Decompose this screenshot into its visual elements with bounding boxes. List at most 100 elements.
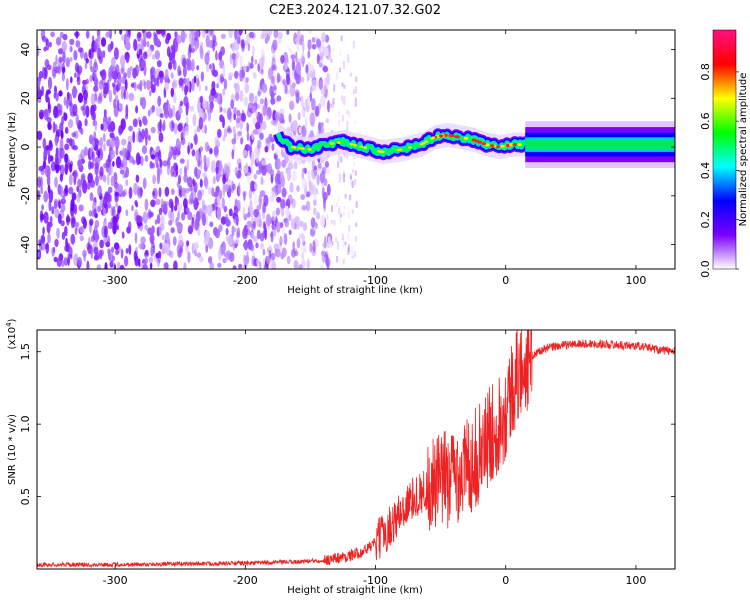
noise-blob [191, 149, 196, 157]
noise-blob [43, 190, 49, 203]
noise-blob [280, 199, 286, 209]
noise-blob [309, 130, 314, 136]
noise-blob [93, 61, 98, 73]
noise-blob [158, 187, 162, 198]
noise-blob [151, 105, 155, 113]
noise-blob [110, 246, 115, 253]
signal-hotspot [477, 140, 483, 144]
noise-blob [300, 95, 304, 106]
noise-blob [47, 76, 53, 90]
noise-blob [249, 62, 254, 69]
noise-blob [114, 191, 119, 197]
sparse-streak [332, 101, 335, 108]
noise-blob [239, 69, 244, 82]
noise-blob [222, 257, 227, 264]
noise-blob [272, 191, 278, 198]
noise-blob [270, 232, 273, 238]
sparse-streak [337, 161, 340, 168]
noise-blob [327, 100, 330, 113]
noise-blob [205, 62, 210, 73]
noise-blob [115, 214, 119, 223]
noise-blob [194, 134, 198, 146]
noise-blob [54, 176, 58, 188]
noise-blob [89, 75, 93, 83]
noise-blob [133, 38, 138, 51]
noise-blob [324, 47, 329, 57]
noise-blob [76, 185, 80, 193]
sparse-streak [332, 47, 335, 51]
noise-blob [95, 174, 99, 186]
sparse-streak [354, 179, 357, 186]
sparse-streak [331, 205, 333, 212]
noise-blob [75, 40, 81, 48]
noise-blob [75, 30, 79, 39]
noise-blob [76, 76, 81, 86]
sparse-streak [338, 111, 341, 117]
noise-blob [128, 244, 132, 255]
noise-blob [58, 48, 64, 55]
noise-blob [300, 34, 304, 41]
noise-blob [55, 156, 59, 164]
noise-blob [51, 246, 55, 257]
noise-blob [38, 165, 44, 172]
noise-blob [53, 198, 59, 209]
noise-blob [105, 31, 111, 38]
noise-blob [250, 223, 256, 231]
noise-blob [40, 234, 46, 245]
noise-blob [263, 222, 267, 235]
sparse-streak [336, 256, 339, 263]
noise-blob [204, 124, 207, 135]
noise-blob [231, 138, 237, 145]
noise-blob [113, 104, 119, 118]
noise-blob [78, 70, 81, 76]
noise-blob [103, 235, 108, 245]
noise-blob [162, 119, 166, 131]
noise-blob [279, 222, 284, 229]
noise-blob [275, 248, 281, 258]
noise-blob [63, 96, 67, 106]
noise-blob [85, 105, 90, 118]
noise-blob [173, 260, 178, 269]
noise-blob [324, 235, 327, 249]
noise-blob [271, 143, 275, 151]
colorbar: 0.0 0.2 0.4 0.6 0.8 Normalized spectral ampl… [699, 29, 749, 278]
noise-blob [43, 211, 49, 224]
noise-blob [170, 44, 176, 50]
noise-blob [294, 216, 300, 223]
noise-blob [109, 132, 115, 139]
noise-blob [271, 186, 277, 193]
noise-blob [128, 186, 133, 199]
noise-blob [302, 222, 308, 232]
sparse-streak [355, 201, 358, 209]
noise-blob [157, 95, 162, 107]
noise-blob [283, 51, 289, 65]
signal-hotspot [439, 134, 444, 138]
noise-blob [99, 166, 104, 177]
noise-blob [158, 207, 163, 216]
noise-blob [97, 205, 102, 213]
noise-blob [207, 237, 214, 250]
noise-blob [238, 263, 243, 269]
noise-blob [323, 178, 328, 187]
noise-blob [298, 264, 303, 269]
signal-hotspot [424, 140, 429, 143]
noise-blob [263, 194, 269, 207]
noise-blob [246, 212, 251, 218]
noise-blob [69, 56, 73, 63]
noise-blob [120, 54, 126, 68]
noise-blob [320, 214, 326, 228]
signal-hotspot [490, 144, 495, 148]
noise-blob [278, 113, 285, 124]
noise-blob [89, 161, 95, 169]
noise-blob [256, 229, 261, 240]
noise-blob [65, 57, 71, 68]
noise-blob [199, 178, 203, 188]
noise-blob [237, 130, 242, 137]
noise-blob [217, 262, 222, 268]
noise-blob [237, 199, 240, 208]
noise-blob [175, 216, 179, 227]
noise-blob [113, 242, 120, 251]
sparse-streak [354, 236, 357, 242]
noise-blob [251, 231, 255, 240]
noise-blob [155, 252, 160, 259]
